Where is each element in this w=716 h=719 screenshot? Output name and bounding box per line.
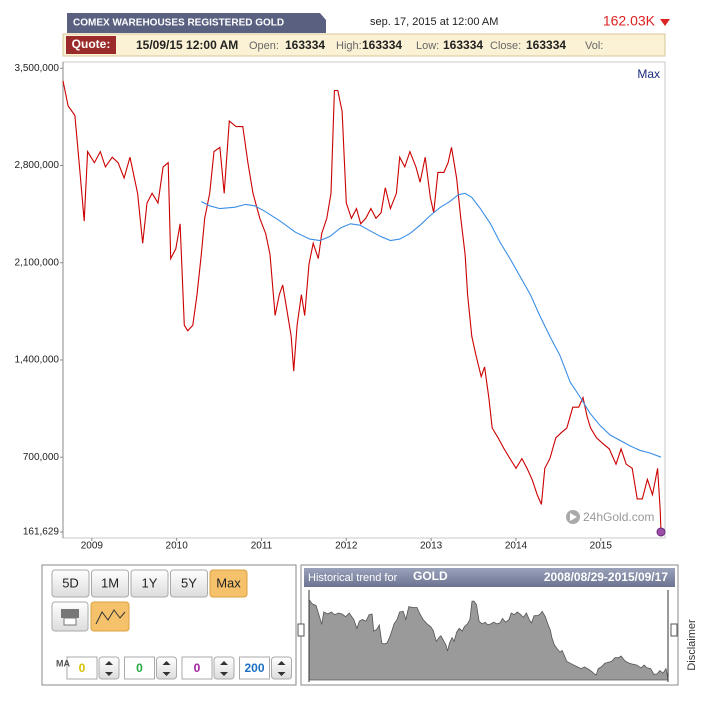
period-label: Max xyxy=(216,575,241,590)
title-tab xyxy=(67,13,326,33)
period-button[interactable] xyxy=(91,569,129,598)
ma-value: 0 xyxy=(79,661,86,675)
ma-spinner[interactable] xyxy=(271,656,292,680)
y-tick-label: 2,800,000 xyxy=(15,160,60,171)
quote-field-value: 163334 xyxy=(443,38,483,52)
x-tick-label: 2013 xyxy=(420,541,443,552)
ma-input[interactable] xyxy=(181,656,213,680)
quote-field-label: Open: xyxy=(249,40,279,52)
printer-paper xyxy=(63,617,77,626)
x-tick-label: 2014 xyxy=(505,541,528,552)
left-handle[interactable] xyxy=(297,623,305,637)
trend-range: 2008/08/29-2015/09/17 xyxy=(544,570,668,584)
period-button[interactable] xyxy=(130,569,169,598)
spin-up xyxy=(277,661,286,665)
range-label: Max xyxy=(637,67,660,81)
trend-header xyxy=(304,568,675,587)
last-value: 162.03K xyxy=(603,13,656,29)
period-label: 5D xyxy=(62,575,79,590)
y-tick-label: 3,500,000 xyxy=(15,63,60,74)
period-label: 1M xyxy=(101,575,119,590)
x-tick-label: 2012 xyxy=(335,541,358,552)
title: COMEX WAREHOUSES REGISTERED GOLD xyxy=(73,18,284,29)
quote-field-label: Close: xyxy=(490,40,521,52)
plot-frame xyxy=(62,61,666,539)
quote-field-label: Low: xyxy=(416,40,439,52)
ma-spinner[interactable] xyxy=(98,656,120,680)
x-tick-label: 2011 xyxy=(251,541,273,552)
spin-up xyxy=(220,661,228,665)
series-line xyxy=(201,192,662,458)
period-label: 5Y xyxy=(181,575,197,590)
x-tick-label: 2015 xyxy=(590,541,613,552)
trend-symbol: GOLD xyxy=(413,569,448,583)
indicator-icon xyxy=(95,609,126,625)
ma-input[interactable] xyxy=(124,656,155,680)
quote-date: 15/09/15 12:00 AM xyxy=(136,38,238,52)
y-tick-label: 1,400,000 xyxy=(15,355,60,366)
ma-input[interactable] xyxy=(66,656,98,680)
controls: 5D 1M 1Y 5Y Max 0 0 0 200 xyxy=(51,569,292,680)
spin-down xyxy=(162,672,171,676)
printer-icon xyxy=(61,609,79,618)
ma-input[interactable] xyxy=(239,656,270,680)
ma-spinner[interactable] xyxy=(213,656,235,680)
quote-fields: Open: 163334 High: 163334 Low: 163334 Close: 16… xyxy=(249,38,603,52)
trend-chart xyxy=(308,590,669,682)
x-tick-label: 2009 xyxy=(81,541,104,552)
x-tick-label: 2010 xyxy=(166,541,189,552)
quote-bar xyxy=(62,33,666,57)
y-tick-label: 700,000 xyxy=(23,452,60,463)
down-arrow xyxy=(660,19,670,26)
ma-label: MA xyxy=(56,658,70,668)
ma-value: 0 xyxy=(194,661,201,675)
spin-down xyxy=(220,672,228,676)
period-label: 1Y xyxy=(142,575,158,590)
ma-spinner[interactable] xyxy=(156,656,177,680)
quote-field-label: Vol: xyxy=(585,40,603,52)
y-tick-label: 2,100,000 xyxy=(15,257,60,268)
last-point xyxy=(656,527,666,537)
period-button[interactable] xyxy=(209,569,248,598)
trend-area xyxy=(308,598,669,681)
spin-down xyxy=(277,672,286,676)
trend-label: Historical trend for xyxy=(308,572,398,584)
quote-badge xyxy=(66,36,116,54)
y-tick-label: 161,629 xyxy=(23,527,60,538)
period-button[interactable] xyxy=(170,569,208,598)
datetime: sep. 17, 2015 at 12:00 AM xyxy=(370,16,498,28)
spin-down xyxy=(105,672,113,676)
series-line xyxy=(62,80,662,532)
quote-field-value: 163334 xyxy=(285,38,325,52)
watermark-play xyxy=(570,513,577,521)
spin-up xyxy=(105,661,113,665)
right-handle[interactable] xyxy=(670,623,678,637)
ma-value: 200 xyxy=(244,661,264,675)
quote-field-value: 163334 xyxy=(362,38,402,52)
ma-value: 0 xyxy=(136,661,143,675)
quote-field-label: High: xyxy=(336,40,362,52)
plot: 161,629 700,000 1,400,000 2,100,000 2,800,00… xyxy=(15,63,666,552)
watermark: 24hGold.com xyxy=(583,510,654,524)
period-button[interactable] xyxy=(51,569,90,598)
disclaimer[interactable]: Disclaimer xyxy=(686,619,698,671)
quote-label: Quote: xyxy=(72,37,111,51)
spin-up xyxy=(162,661,171,665)
quote-field-value: 163334 xyxy=(526,38,566,52)
